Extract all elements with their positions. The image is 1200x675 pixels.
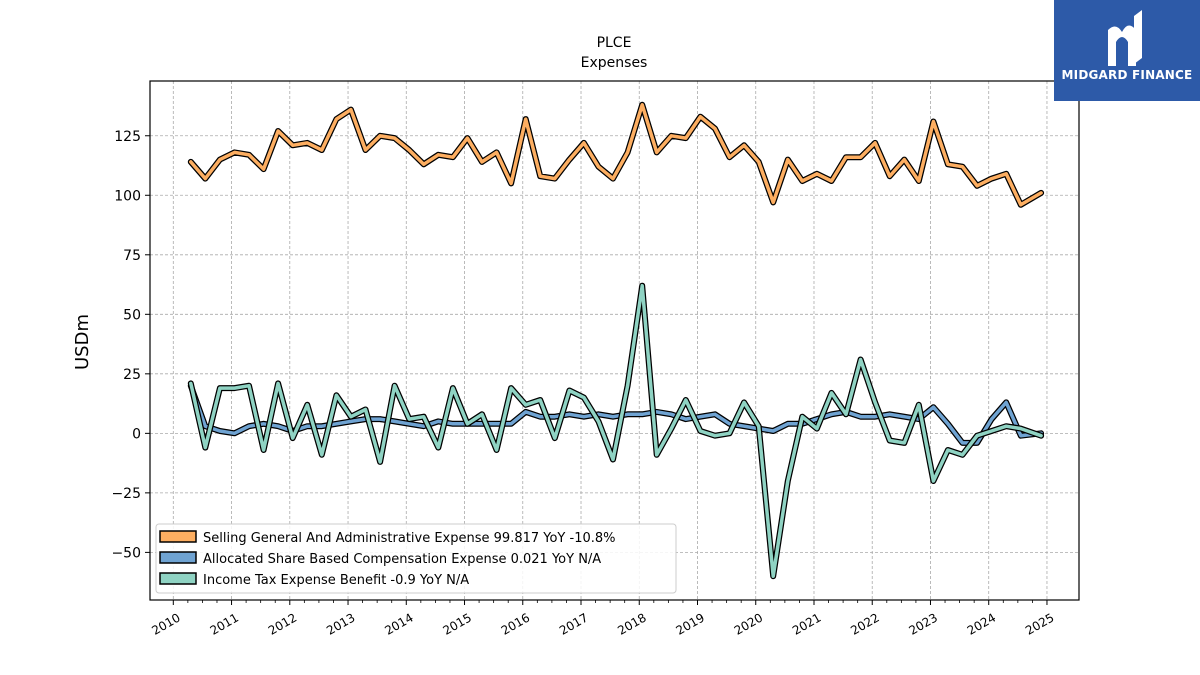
x-tick-label: 2018: [615, 610, 648, 637]
x-tick-label: 2014: [382, 610, 415, 637]
y-tick-label: 125: [114, 129, 141, 145]
y-tick-label: 75: [123, 248, 141, 264]
legend-label: Income Tax Expense Benefit -0.9 YoY N/A: [203, 573, 469, 588]
legend-label: Allocated Share Based Compensation Expen…: [203, 552, 601, 567]
x-tick-label: 2023: [907, 610, 940, 637]
legend-label: Selling General And Administrative Expen…: [203, 531, 616, 546]
x-tick-label: 2016: [499, 610, 532, 637]
legend-swatch: [159, 530, 197, 543]
y-tick-label: 100: [114, 188, 141, 204]
y-tick-label: −25: [111, 486, 141, 502]
x-tick-label: 2020: [732, 610, 765, 637]
y-tick-label: 50: [123, 307, 141, 323]
brand-name: MIDGARD FINANCE: [1061, 68, 1193, 82]
series-0-outline: [187, 101, 1045, 208]
y-tick-label: 0: [132, 426, 141, 442]
x-tick-label: 2013: [324, 610, 357, 637]
x-tick-label: 2022: [848, 610, 881, 637]
y-tick-label: −50: [111, 545, 141, 561]
plot-frame: [149, 80, 1080, 601]
chart-subtitle: Expenses: [581, 55, 648, 71]
chart-title: PLCE: [597, 35, 632, 51]
legend-swatch: [159, 572, 197, 585]
series-layer: [187, 101, 1045, 580]
x-tick-label: 2012: [266, 610, 299, 637]
x-tick-label: 2024: [965, 610, 998, 637]
y-axis-label: USDm: [72, 314, 93, 370]
brand-mark-icon: [1108, 10, 1142, 67]
y-tick-label: 25: [123, 367, 141, 383]
x-axis: 2010 2011 2012 2013 2014 2015 2016 2017 2018 2019…: [149, 600, 1056, 638]
legend-box: [155, 523, 677, 594]
legend: Selling General And Administrative Expen…: [155, 523, 677, 594]
brand-logo: MIDGARD FINANCE: [1054, 0, 1200, 101]
y-axis: −50 −25 0 25 50 75 100 125: [111, 129, 150, 561]
legend-swatch: [159, 551, 197, 564]
x-tick-label: 2011: [208, 610, 241, 637]
x-tick-label: 2025: [1023, 610, 1056, 637]
chart-grid: [150, 81, 1079, 600]
x-tick-label: 2010: [149, 610, 182, 637]
series-0-line: [189, 103, 1043, 207]
x-tick-label: 2015: [441, 610, 474, 637]
x-tick-label: 2017: [557, 610, 590, 637]
legend-items: Selling General And Administrative Expen…: [159, 530, 616, 588]
x-tick-label: 2019: [674, 610, 707, 637]
series-2-line: [189, 283, 1043, 578]
x-tick-label: 2021: [790, 610, 823, 637]
